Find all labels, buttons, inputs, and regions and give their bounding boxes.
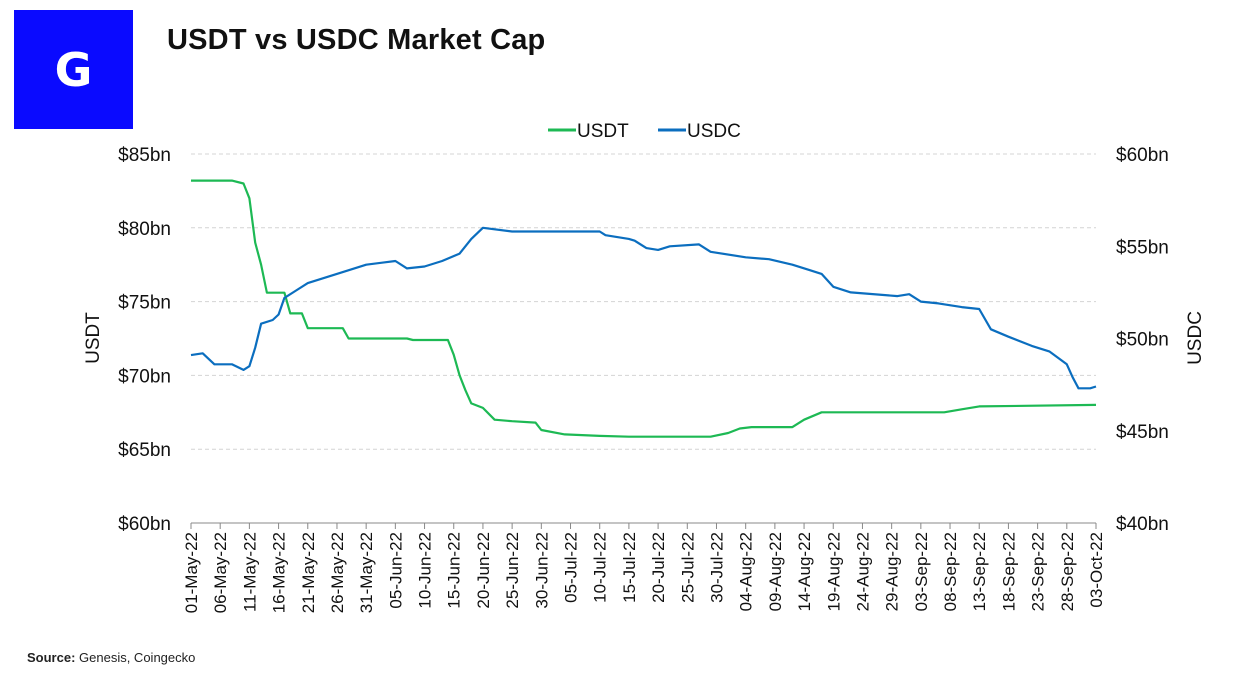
chart-title: USDT vs USDC Market Cap <box>167 24 546 56</box>
x-tick-label: 29-Aug-22 <box>883 532 902 611</box>
y-left-tick-label: $65bn <box>118 440 171 461</box>
x-tick-label: 15-Jul-22 <box>620 532 639 603</box>
y-left-tick-label: $85bn <box>118 145 171 166</box>
y-left-axis-title: USDT <box>83 312 104 364</box>
y-left-tick-label: $70bn <box>118 366 171 387</box>
series-line-usdt <box>191 179 1097 438</box>
series-line-usdc <box>190 226 1097 390</box>
x-tick-label: 15-Jun-22 <box>445 532 464 609</box>
x-tick-label: 28-Sep-22 <box>1058 532 1077 611</box>
x-tick-label: 05-Jun-22 <box>386 532 405 609</box>
legend-label-usdc: USDC <box>687 121 741 142</box>
logo-letter: G <box>54 42 93 97</box>
x-tick-label: 23-Sep-22 <box>1029 532 1048 611</box>
x-tick-label: 20-Jul-22 <box>649 532 668 603</box>
x-tick-label: 05-Jul-22 <box>562 532 581 603</box>
source-label: Source: <box>27 650 76 665</box>
y-left-tick-label: $80bn <box>118 219 171 240</box>
x-tick-label: 08-Sep-22 <box>941 532 960 611</box>
x-tick-label: 10-Jul-22 <box>591 532 610 603</box>
x-tick-label: 03-Oct-22 <box>1087 532 1106 608</box>
x-tick-label: 20-Jun-22 <box>474 532 493 609</box>
x-tick-label: 04-Aug-22 <box>737 532 756 611</box>
y-right-axis-title: USDC <box>1185 311 1206 365</box>
y-right-tick-label: $60bn <box>1116 145 1169 166</box>
x-tick-label: 19-Aug-22 <box>824 532 843 611</box>
source-note: Source: Genesis, Coingecko <box>27 650 195 665</box>
x-tick-label: 25-Jun-22 <box>503 532 522 609</box>
x-tick-label: 14-Aug-22 <box>795 532 814 611</box>
y-right-tick-label: $50bn <box>1116 330 1169 351</box>
x-tick-label: 09-Aug-22 <box>766 532 785 611</box>
x-tick-label: 03-Sep-22 <box>912 532 931 611</box>
source-text: Genesis, Coingecko <box>75 650 196 665</box>
y-right-tick-label: $40bn <box>1116 514 1169 535</box>
x-tick-label: 24-Aug-22 <box>853 532 872 611</box>
genesis-logo: G <box>14 10 133 129</box>
x-tick-label: 30-Jun-22 <box>532 532 551 609</box>
x-tick-label: 01-May-22 <box>182 532 201 613</box>
x-tick-label: 10-Jun-22 <box>416 532 435 609</box>
y-left-tick-label: $75bn <box>118 293 171 314</box>
y-right-tick-label: $45bn <box>1116 422 1169 443</box>
x-tick-label: 11-May-22 <box>240 532 259 612</box>
x-tick-label: 26-May-22 <box>328 532 347 613</box>
y-right-tick-label: $55bn <box>1116 237 1169 258</box>
legend-label-usdt: USDT <box>577 121 629 142</box>
x-tick-label: 31-May-22 <box>357 532 376 613</box>
x-tick-label: 18-Sep-22 <box>999 532 1018 611</box>
x-tick-label: 16-May-22 <box>270 532 289 613</box>
x-tick-label: 30-Jul-22 <box>707 532 726 603</box>
x-tick-label: 06-May-22 <box>211 532 230 613</box>
x-tick-label: 13-Sep-22 <box>970 532 989 611</box>
x-tick-label: 21-May-22 <box>299 532 318 613</box>
x-tick-label: 25-Jul-22 <box>678 532 697 603</box>
y-left-tick-label: $60bn <box>118 514 171 535</box>
